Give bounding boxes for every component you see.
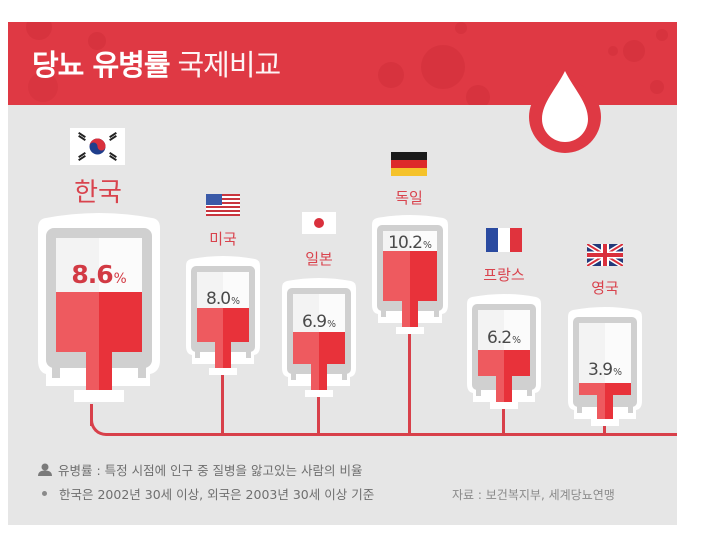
- value-label-korea: 8.6%: [71, 260, 127, 289]
- france-flag-icon: [486, 228, 522, 252]
- tube-japan: [317, 389, 320, 434]
- molecule-decoration: [26, 22, 52, 40]
- molecule-decoration: [650, 80, 664, 94]
- person-icon: [38, 463, 52, 476]
- molecule-decoration: [378, 62, 404, 88]
- blood-bag-germany: [371, 213, 449, 341]
- country-label-uk: 영국: [591, 279, 619, 297]
- header-banner: 당뇨 유병률 국제비교: [8, 22, 677, 105]
- blood-bag-usa: [185, 254, 261, 382]
- japan-flag-icon: [302, 212, 336, 234]
- page-title: 당뇨 유병률 국제비교: [32, 42, 282, 84]
- standard-note: 한국은 2002년 30세 이상, 외국은 2003년 30세 이상 기준: [42, 484, 374, 503]
- tube-bend: [90, 414, 112, 436]
- molecule-decoration: [608, 46, 618, 56]
- molecule-decoration: [88, 32, 106, 50]
- tube-germany: [408, 334, 411, 434]
- title-bold: 당뇨 유병률: [32, 48, 170, 82]
- tube-main-line: [110, 433, 677, 436]
- bullet-icon: [42, 491, 47, 496]
- uk-flag-icon: [585, 241, 625, 269]
- tube-usa: [221, 372, 224, 434]
- south-korea-flag-icon: [70, 128, 125, 165]
- source-note: 자료 : 보건복지부, 세계당뇨연맹: [452, 488, 615, 502]
- country-label-germany: 독일: [395, 189, 423, 207]
- molecule-decoration: [466, 85, 490, 105]
- value-label-uk: 3.9%: [588, 360, 622, 380]
- infographic-card: 당뇨 유병률 국제비교: [8, 22, 677, 525]
- blood-bag-uk: [567, 305, 643, 433]
- molecule-decoration: [623, 40, 645, 62]
- value-label-usa: 8.0%: [206, 289, 240, 309]
- tube-uk: [603, 419, 606, 434]
- country-label-japan: 일본: [305, 250, 333, 268]
- value-label-germany: 10.2%: [388, 233, 432, 253]
- blood-bag-japan: [281, 276, 357, 404]
- blood-bag-france: [466, 292, 542, 420]
- value-label-japan: 6.9%: [302, 312, 336, 332]
- blood-bag-korea: [36, 210, 162, 410]
- molecule-decoration: [656, 29, 668, 41]
- country-label-usa: 미국: [209, 230, 237, 248]
- value-label-france: 6.2%: [487, 328, 521, 348]
- blood-drop-icon: [526, 67, 604, 153]
- country-label-korea: 한국: [74, 178, 122, 208]
- molecule-decoration: [455, 22, 467, 34]
- title-light: 국제비교: [177, 48, 282, 82]
- germany-flag-icon: [391, 152, 427, 176]
- tube-france: [502, 394, 505, 434]
- country-label-france: 프랑스: [483, 266, 525, 284]
- usa-flag-icon: [206, 194, 240, 216]
- definition-note: 유병률 : 특정 시점에 인구 중 질병을 앓고있는 사람의 비율: [38, 460, 362, 479]
- molecule-decoration: [421, 45, 465, 89]
- molecule-decoration: [28, 72, 58, 102]
